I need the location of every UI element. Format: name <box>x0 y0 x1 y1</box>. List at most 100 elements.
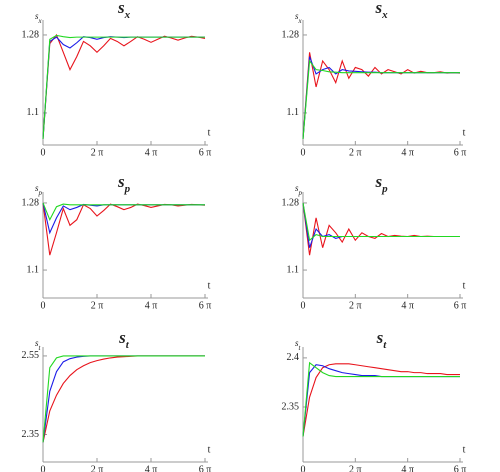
x-axis-label: t <box>463 127 466 138</box>
x-tick-label: 2 π <box>349 300 362 311</box>
chart-title: st <box>118 328 130 351</box>
x-tick-label: 4 π <box>145 300 158 311</box>
y-axis-label: sx <box>35 11 43 25</box>
x-tick-label: 6 π <box>199 464 212 472</box>
x-tick-label: 6 π <box>454 147 467 158</box>
title-base: s <box>376 328 384 347</box>
y-tick-label: 2.35 <box>22 429 40 440</box>
y-label-base: s <box>35 11 39 21</box>
y-label-subscript: x <box>38 17 43 25</box>
chart-title: sx <box>117 0 131 21</box>
y-tick-label: 1.28 <box>282 29 300 40</box>
title-base: s <box>118 328 126 347</box>
x-axis-label: t <box>463 444 466 455</box>
y-label-base: s <box>295 11 299 21</box>
y-axis-label: st <box>35 338 42 352</box>
x-tick-label: 0 <box>41 147 46 158</box>
series-line <box>302 202 460 242</box>
x-tick-label: 4 π <box>401 300 414 311</box>
series-line <box>302 364 460 437</box>
title-base: s <box>374 0 382 17</box>
x-tick-label: 2 π <box>349 147 362 158</box>
x-tick-label: 2 π <box>91 147 104 158</box>
series-line <box>42 355 205 443</box>
x-tick-label: 4 π <box>401 464 414 472</box>
y-axis-label: sp <box>35 183 43 197</box>
x-tick-label: 4 π <box>401 147 414 158</box>
y-tick-label: 1.1 <box>27 264 40 275</box>
chart-title: st <box>376 328 388 351</box>
chart-title: sp <box>117 172 131 195</box>
y-label-subscript: t <box>39 344 42 352</box>
x-tick-label: 4 π <box>145 147 158 158</box>
x-tick-label: 0 <box>301 464 306 472</box>
x-axis-label: t <box>208 127 211 138</box>
y-tick-label: 2.55 <box>22 350 40 361</box>
series-line <box>302 202 460 248</box>
y-axis-label: st <box>295 338 302 352</box>
y-label-subscript: p <box>38 189 43 197</box>
y-tick-label: 1.1 <box>27 107 40 118</box>
x-tick-label: 6 π <box>454 300 467 311</box>
y-label-base: s <box>35 183 39 193</box>
title-base: s <box>117 172 125 191</box>
series-line <box>302 361 460 437</box>
y-tick-label: 2.35 <box>282 401 300 412</box>
chart-title: sp <box>374 172 388 195</box>
series-line <box>42 202 205 222</box>
series-line <box>42 33 206 139</box>
y-tick-label: 1.28 <box>282 197 300 208</box>
series-line <box>302 202 460 256</box>
x-tick-label: 2 π <box>91 300 104 311</box>
y-tick-label: 1.1 <box>287 264 300 275</box>
y-label-base: s <box>295 338 299 348</box>
series-line <box>302 52 461 139</box>
x-axis-label: t <box>463 280 466 291</box>
title-subscript: x <box>381 9 388 21</box>
y-axis-label: sx <box>295 11 303 25</box>
y-tick-label: 1.1 <box>287 107 300 118</box>
x-tick-label: 4 π <box>145 464 158 472</box>
y-tick-label: 1.28 <box>22 29 40 40</box>
title-base: s <box>374 172 382 191</box>
x-tick-label: 0 <box>301 147 306 158</box>
x-tick-label: 6 π <box>199 147 212 158</box>
series-line <box>42 202 206 256</box>
x-tick-label: 0 <box>41 464 46 472</box>
title-subscript: p <box>381 183 388 195</box>
y-tick-label: 1.28 <box>22 197 40 208</box>
y-label-subscript: t <box>299 344 302 352</box>
x-tick-label: 0 <box>301 300 306 311</box>
x-axis-label: t <box>208 444 211 455</box>
x-axis-label: t <box>208 280 211 291</box>
title-base: s <box>117 0 125 17</box>
y-label-base: s <box>295 183 299 193</box>
y-label-subscript: p <box>298 189 303 197</box>
series-line <box>42 355 205 443</box>
y-label-base: s <box>35 338 39 348</box>
title-subscript: t <box>126 339 130 351</box>
title-subscript: x <box>124 9 131 21</box>
title-subscript: p <box>124 183 131 195</box>
x-tick-label: 0 <box>41 300 46 311</box>
series-line <box>302 59 460 139</box>
y-axis-label: sp <box>295 183 303 197</box>
x-tick-label: 2 π <box>349 464 362 472</box>
series-line <box>42 34 205 139</box>
series-line <box>42 36 205 139</box>
x-tick-label: 6 π <box>199 300 212 311</box>
y-tick-label: 2.4 <box>287 352 300 363</box>
title-subscript: t <box>383 339 387 351</box>
y-label-subscript: x <box>298 17 303 25</box>
x-tick-label: 2 π <box>91 464 104 472</box>
series-line <box>302 363 460 437</box>
series-line <box>42 355 205 443</box>
series-line <box>302 56 460 139</box>
